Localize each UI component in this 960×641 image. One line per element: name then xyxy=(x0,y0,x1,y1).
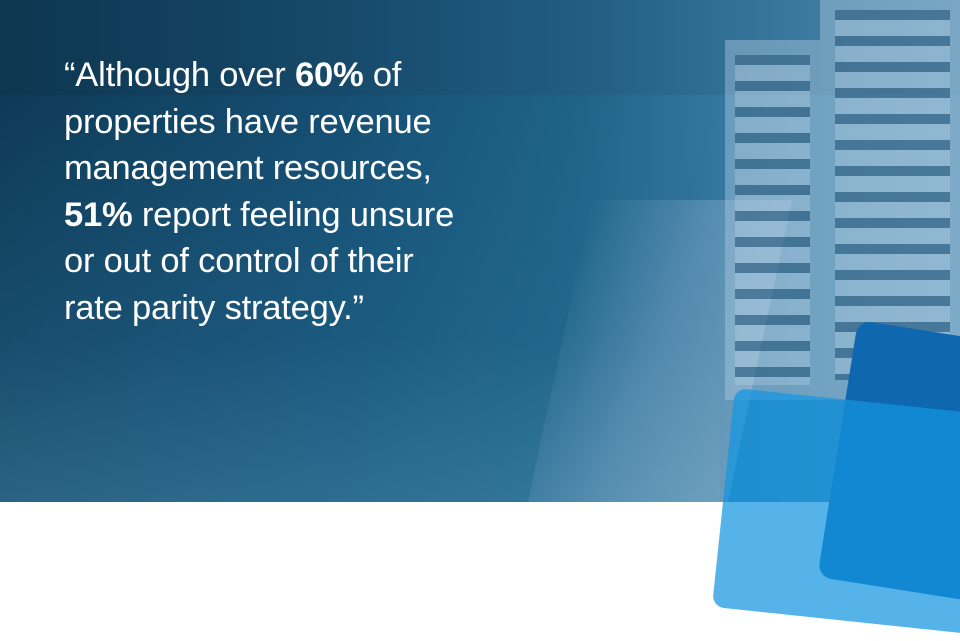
stat-highlight: 60% xyxy=(294,56,364,94)
quote-text-segment: of xyxy=(363,56,402,94)
stat-highlight: 51% xyxy=(64,195,133,234)
quote-line: “Although over 60% of xyxy=(64,52,534,99)
quote-text-segment: report feeling unsure xyxy=(132,195,455,234)
quote-text-segment: “Although over xyxy=(64,56,295,94)
quote-line: 51% report feeling unsure xyxy=(64,192,534,239)
quote-line: properties have revenue xyxy=(64,102,432,141)
quote-line: or out of control of their xyxy=(64,242,414,280)
hotel-windows xyxy=(735,55,810,385)
hotel-windows xyxy=(835,10,950,380)
decorative-shape-light xyxy=(712,388,960,641)
quote-line: management resources, xyxy=(64,149,432,187)
quote-text: “Although over 60% of properties have re… xyxy=(64,52,534,331)
quote-line: rate parity strategy.” xyxy=(64,288,364,327)
